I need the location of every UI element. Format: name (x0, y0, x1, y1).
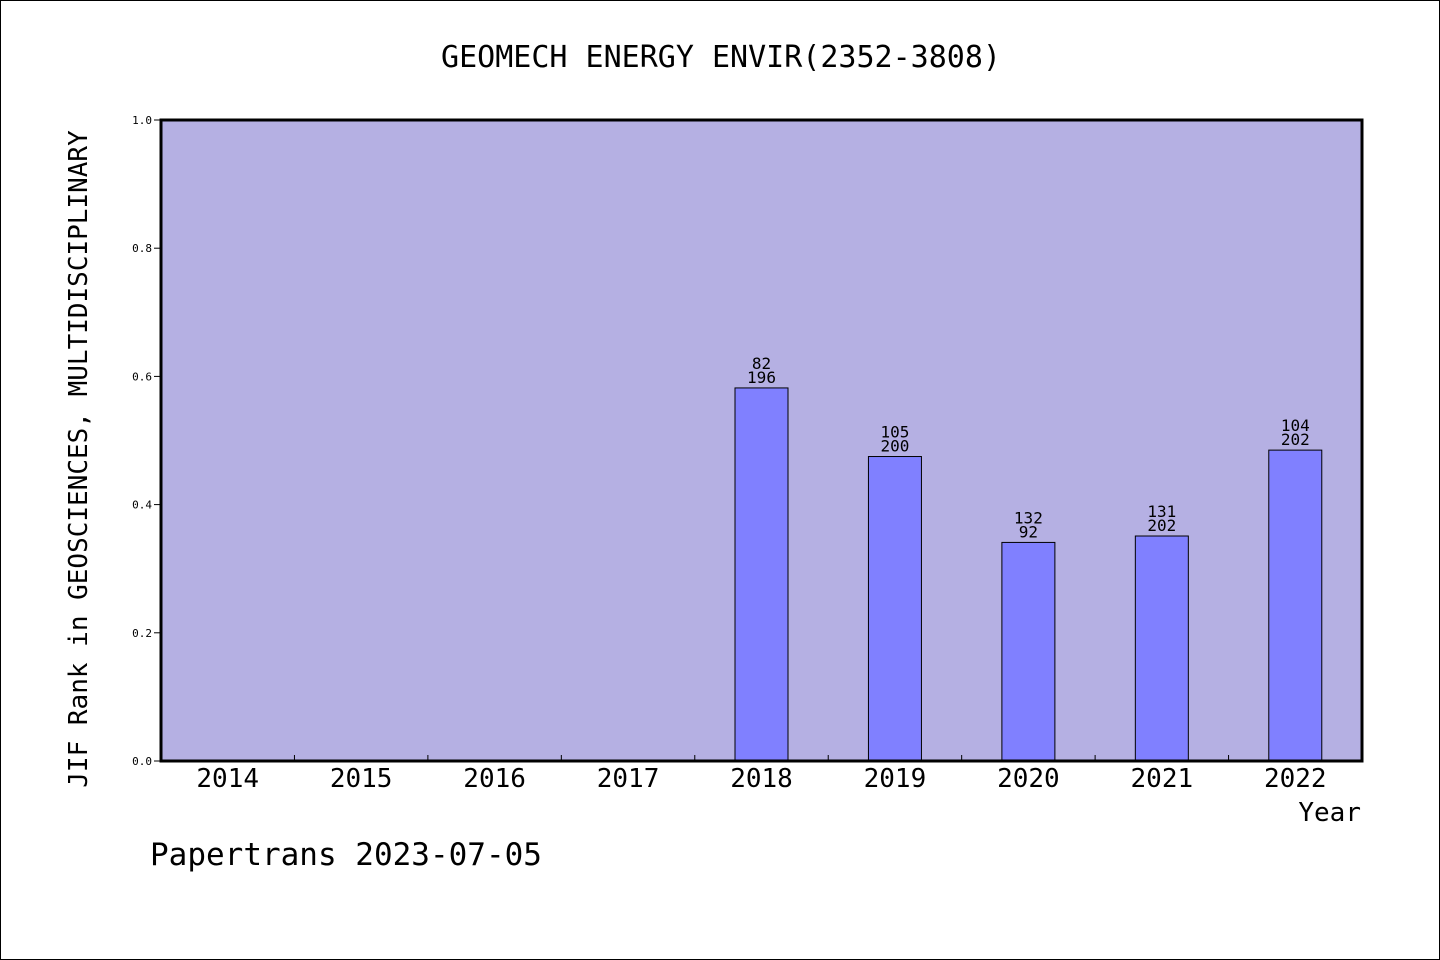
y-tick-label: 0.8 (132, 242, 152, 255)
y-tick-label: 1.0 (132, 114, 152, 127)
x-tick-label: 2020 (997, 764, 1060, 794)
bar-2018 (734, 387, 789, 762)
bar-label-total: 200 (880, 437, 909, 456)
x-tick-label: 2016 (463, 764, 526, 794)
bar-label-rank: 132 (1014, 508, 1043, 527)
bar-label-total: 202 (1281, 430, 1310, 449)
plot-border (159, 118, 1364, 763)
y-axis-label: JIF Rank in GEOSCIENCES, MULTIDISCIPLINA… (64, 130, 94, 788)
x-tick-label: 2018 (730, 764, 793, 794)
bar-2019 (867, 456, 922, 762)
chart-title: GEOMECH ENERGY ENVIR(2352-3808) (441, 40, 1001, 75)
bar-label-total: 202 (1147, 516, 1176, 535)
y-tick-label: 0.0 (132, 755, 152, 768)
x-tick-label: 2019 (864, 764, 927, 794)
x-tick-label: 2022 (1264, 764, 1327, 794)
footer-text: Papertrans 2023-07-05 (150, 837, 542, 873)
bar-label-rank: 131 (1147, 502, 1176, 521)
bar-label-rank: 82 (752, 354, 771, 373)
bar-label-rank: 105 (880, 423, 909, 442)
y-tick-label: 0.2 (132, 627, 152, 640)
y-tick-label: 0.4 (132, 499, 152, 512)
bar-2022 (1268, 449, 1323, 762)
x-tick-label: 2017 (597, 764, 660, 794)
x-tick-label: 2021 (1131, 764, 1194, 794)
x-axis-label: Year (1298, 798, 1361, 828)
x-tick-label: 2015 (330, 764, 393, 794)
bar-label-rank: 104 (1281, 416, 1310, 435)
x-axis: 2014 2015 2016 2017 2018 2019 2020 2021 2022 (196, 755, 1327, 794)
bar-label-total: 92 (1019, 522, 1038, 541)
bar-2020 (1001, 541, 1056, 762)
y-axis: 0.0 0.2 0.4 0.6 0.8 1.0 (132, 114, 161, 768)
bar-2021 (1134, 535, 1189, 762)
bars-group (734, 387, 1323, 762)
x-tick-label: 2014 (196, 764, 259, 794)
y-tick-label: 0.6 (132, 370, 152, 383)
bar-label-total: 196 (747, 368, 776, 387)
